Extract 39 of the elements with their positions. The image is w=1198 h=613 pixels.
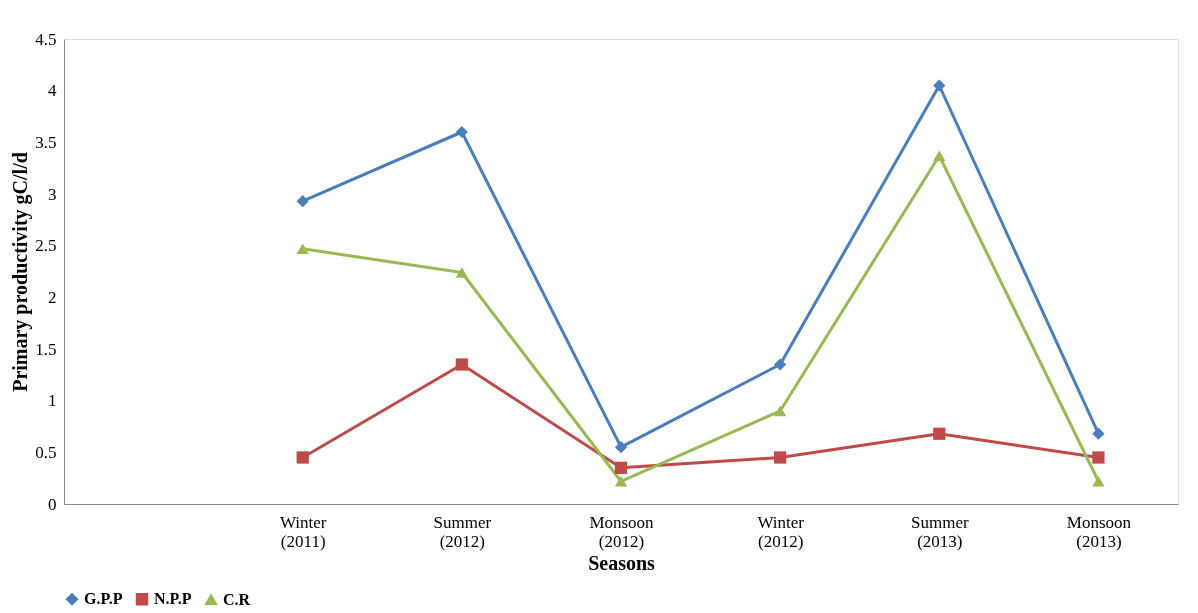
point <box>774 451 787 464</box>
point <box>1092 427 1105 440</box>
x-tick-label: Winter (2011) <box>279 512 327 551</box>
point <box>296 451 309 464</box>
point <box>455 358 468 371</box>
y-tick-label: 2 <box>48 287 57 307</box>
point <box>933 427 946 440</box>
point <box>455 267 468 278</box>
y-tick-label: 2.5 <box>35 236 57 256</box>
point <box>774 358 787 371</box>
y-axis-title: Primary productivity gC/l/d <box>9 152 33 392</box>
y-tick-label: 1.5 <box>35 339 57 359</box>
x-tick-label: Monsoon (2012) <box>589 512 655 551</box>
x-axis-title: Seasons <box>588 551 656 574</box>
point <box>455 125 468 139</box>
point <box>774 405 787 417</box>
x-tick-label: Winter (2012) <box>757 512 805 551</box>
legend-label: N.P.P <box>154 590 192 608</box>
legend-label: G.P.P <box>84 590 123 608</box>
y-tick-label: 3.5 <box>35 132 57 152</box>
point <box>614 475 628 487</box>
y-tick-label: 4 <box>48 81 57 101</box>
point <box>1092 475 1105 487</box>
point <box>614 461 628 474</box>
point <box>296 243 309 255</box>
y-tick-label: 3 <box>48 184 57 204</box>
y-tick-label: 1 <box>48 391 57 411</box>
x-tick-label: Monsoon (2013) <box>1066 512 1132 551</box>
y-tick-label: 0 <box>48 494 57 514</box>
point <box>933 150 946 162</box>
legend-label: C.R <box>223 590 251 608</box>
x-tick-label: Summer (2013) <box>910 512 969 551</box>
y-tick-label: 0.5 <box>35 442 57 462</box>
point <box>296 195 309 208</box>
y-tick-label: 4.5 <box>35 29 57 49</box>
point <box>614 441 628 454</box>
point <box>933 79 946 92</box>
x-tick-label: Summer (2012) <box>433 512 492 551</box>
point <box>1092 451 1105 464</box>
